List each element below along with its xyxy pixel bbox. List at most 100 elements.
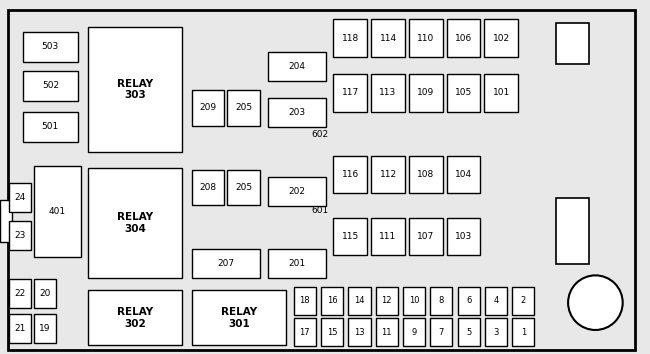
Text: 106: 106	[455, 34, 472, 42]
Text: 111: 111	[380, 232, 396, 241]
Text: 8: 8	[439, 296, 444, 306]
Bar	[192, 90, 224, 126]
Text: 208: 208	[200, 183, 216, 192]
Text: 115: 115	[342, 232, 359, 241]
Bar	[294, 318, 316, 346]
Text: 118: 118	[342, 34, 359, 42]
Text: 23: 23	[14, 230, 26, 240]
Bar	[556, 198, 589, 264]
Text: 3: 3	[493, 327, 499, 337]
Text: 20: 20	[39, 289, 51, 298]
Text: 108: 108	[417, 170, 434, 179]
Text: 102: 102	[493, 34, 510, 42]
Bar	[512, 318, 534, 346]
Text: 10: 10	[409, 296, 419, 306]
Bar	[458, 287, 480, 315]
Bar	[403, 287, 425, 315]
Bar	[192, 249, 260, 278]
Bar	[447, 218, 480, 255]
Bar	[430, 318, 452, 346]
Text: RELAY
303: RELAY 303	[117, 79, 153, 100]
Text: 103: 103	[455, 232, 472, 241]
Bar	[348, 318, 370, 346]
Bar	[227, 170, 260, 205]
Bar	[88, 290, 182, 345]
Text: 22: 22	[14, 289, 26, 298]
Text: 114: 114	[380, 34, 396, 42]
Text: 201: 201	[289, 259, 306, 268]
Text: 2: 2	[521, 296, 526, 306]
Bar	[512, 287, 534, 315]
Text: 21: 21	[14, 324, 26, 333]
Text: 9: 9	[411, 327, 417, 337]
Bar	[9, 279, 31, 308]
Bar	[371, 74, 405, 112]
Bar	[348, 287, 370, 315]
Ellipse shape	[568, 275, 623, 330]
Bar	[333, 74, 367, 112]
Bar	[227, 90, 260, 126]
Text: 5: 5	[466, 327, 471, 337]
Text: 104: 104	[455, 170, 472, 179]
Bar	[556, 23, 589, 64]
Text: 13: 13	[354, 327, 365, 337]
Bar	[485, 318, 507, 346]
Bar	[447, 156, 480, 193]
Text: 101: 101	[493, 88, 510, 97]
Text: 14: 14	[354, 296, 365, 306]
Bar	[294, 287, 316, 315]
Bar	[9, 183, 31, 212]
Text: 501: 501	[42, 122, 59, 131]
Bar	[409, 156, 443, 193]
Bar	[9, 314, 31, 343]
Bar	[371, 156, 405, 193]
Bar	[0, 200, 12, 242]
Bar	[268, 177, 326, 206]
Text: 12: 12	[382, 296, 392, 306]
Text: RELAY
302: RELAY 302	[117, 307, 153, 329]
Bar	[430, 287, 452, 315]
Bar	[192, 170, 224, 205]
Bar	[376, 287, 398, 315]
Text: 6: 6	[466, 296, 471, 306]
Bar	[409, 218, 443, 255]
Text: 4: 4	[493, 296, 499, 306]
Text: 202: 202	[289, 187, 306, 196]
Bar	[333, 156, 367, 193]
Text: 205: 205	[235, 183, 252, 192]
Bar	[9, 221, 31, 250]
Text: RELAY
304: RELAY 304	[117, 212, 153, 234]
Bar	[458, 318, 480, 346]
Text: 7: 7	[439, 327, 444, 337]
Bar	[23, 71, 78, 101]
Text: 601: 601	[311, 206, 328, 215]
Text: 112: 112	[380, 170, 396, 179]
Text: 207: 207	[217, 259, 235, 268]
Text: 401: 401	[49, 207, 66, 216]
Text: 105: 105	[455, 88, 472, 97]
Text: 17: 17	[300, 327, 310, 337]
Bar	[88, 27, 182, 152]
Bar	[484, 74, 518, 112]
Bar	[268, 52, 326, 81]
Bar	[485, 287, 507, 315]
Bar	[333, 218, 367, 255]
Text: 109: 109	[417, 88, 434, 97]
Text: 117: 117	[342, 88, 359, 97]
Text: 1: 1	[521, 327, 526, 337]
Bar	[409, 19, 443, 57]
Text: RELAY
301: RELAY 301	[221, 307, 257, 329]
Bar	[23, 112, 78, 142]
Text: 18: 18	[300, 296, 310, 306]
Bar	[371, 218, 405, 255]
Text: 11: 11	[382, 327, 392, 337]
Text: 107: 107	[417, 232, 434, 241]
Text: 113: 113	[380, 88, 396, 97]
Text: 24: 24	[14, 193, 26, 202]
Bar	[268, 98, 326, 127]
Bar	[268, 249, 326, 278]
Bar	[88, 168, 182, 278]
Text: 116: 116	[342, 170, 359, 179]
Text: 16: 16	[327, 296, 337, 306]
Text: 110: 110	[417, 34, 434, 42]
